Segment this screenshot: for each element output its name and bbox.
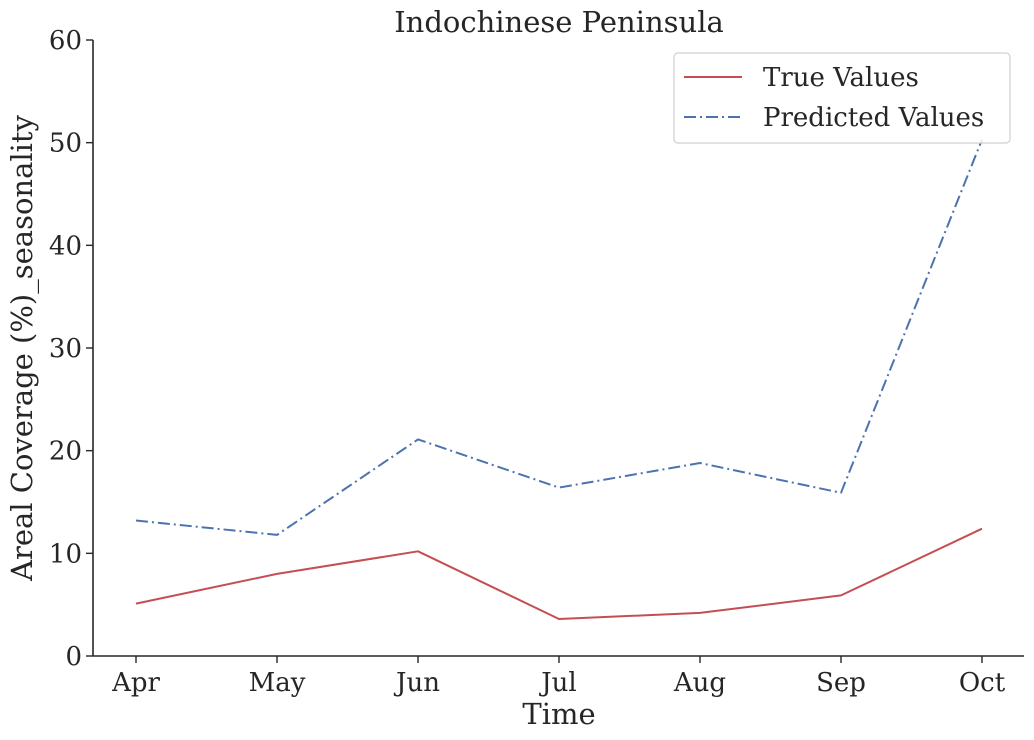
y-tick-label-0: 0 — [65, 642, 82, 672]
x-tick-label-oct: Oct — [959, 668, 1006, 698]
x-tick-label-apr: Apr — [111, 668, 160, 698]
legend-label-true-values: True Values — [763, 63, 919, 93]
y-tick-label-40: 40 — [49, 231, 82, 261]
x-tick-label-jul: Jul — [538, 668, 576, 698]
plot-lines — [135, 139, 983, 620]
y-axis-ticks: 0 10 20 30 40 50 60 — [49, 26, 93, 672]
series-line-true-values — [135, 527, 983, 620]
legend-frame — [673, 52, 1011, 144]
y-tick-label-20: 20 — [49, 437, 82, 467]
x-tick-label-aug: Aug — [673, 668, 726, 698]
y-tick-label-50: 50 — [49, 129, 82, 159]
x-tick-label-may: May — [249, 668, 306, 698]
y-axis-label: Areal Coverage (%)_seasonality — [5, 114, 40, 582]
series-line-predicted-values — [135, 139, 983, 536]
x-axis-label: Time — [522, 697, 595, 731]
y-tick-label-30: 30 — [49, 334, 82, 364]
x-tick-label-jun: Jun — [393, 668, 440, 698]
legend-label-predicted-values: Predicted Values — [763, 103, 984, 133]
chart-title: Indochinese Peninsula — [394, 5, 724, 39]
y-tick-label-10: 10 — [49, 539, 82, 569]
legend: True Values Predicted Values — [673, 52, 1011, 144]
y-tick-label-60: 60 — [49, 26, 82, 56]
x-tick-label-sep: Sep — [816, 668, 866, 698]
x-axis-ticks: Apr May Jun Jul Aug Sep Oct — [111, 656, 1006, 698]
